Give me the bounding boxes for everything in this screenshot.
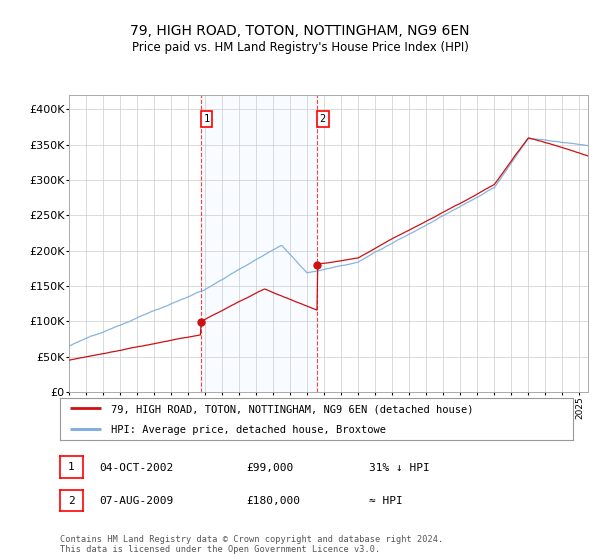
Text: Contains HM Land Registry data © Crown copyright and database right 2024.
This d: Contains HM Land Registry data © Crown c…: [60, 535, 443, 554]
Text: £180,000: £180,000: [246, 496, 300, 506]
Text: 31% ↓ HPI: 31% ↓ HPI: [369, 463, 430, 473]
Text: 79, HIGH ROAD, TOTON, NOTTINGHAM, NG9 6EN (detached house): 79, HIGH ROAD, TOTON, NOTTINGHAM, NG9 6E…: [112, 404, 474, 414]
Text: 2: 2: [320, 114, 326, 124]
Bar: [201, 95, 317, 392]
Text: HPI: Average price, detached house, Broxtowe: HPI: Average price, detached house, Brox…: [112, 426, 386, 435]
Text: 2: 2: [68, 496, 75, 506]
Text: 79, HIGH ROAD, TOTON, NOTTINGHAM, NG9 6EN: 79, HIGH ROAD, TOTON, NOTTINGHAM, NG9 6E…: [130, 24, 470, 38]
Text: 07-AUG-2009: 07-AUG-2009: [99, 496, 173, 506]
Text: 04-OCT-2002: 04-OCT-2002: [99, 463, 173, 473]
Text: ≈ HPI: ≈ HPI: [369, 496, 403, 506]
Text: £99,000: £99,000: [246, 463, 293, 473]
Text: 1: 1: [203, 114, 209, 124]
Text: Price paid vs. HM Land Registry's House Price Index (HPI): Price paid vs. HM Land Registry's House …: [131, 41, 469, 54]
Text: 1: 1: [68, 462, 75, 472]
